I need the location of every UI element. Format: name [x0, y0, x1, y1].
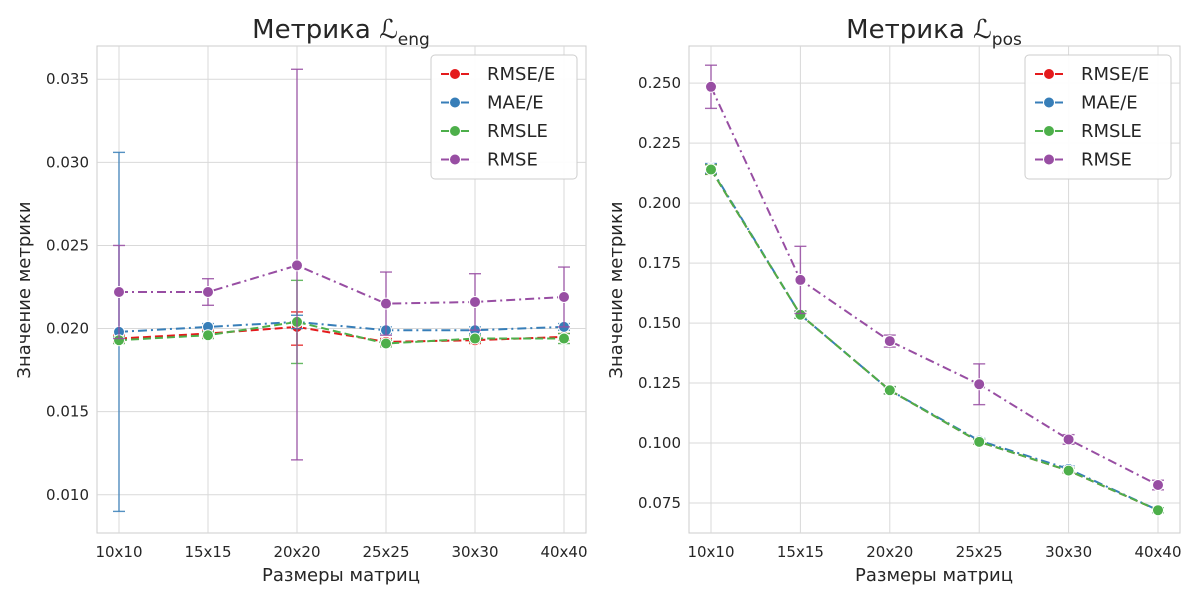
data-point: [202, 329, 214, 342]
legend-label: RMSE/E: [1081, 64, 1149, 85]
x-tick-label: 10x10: [95, 543, 142, 561]
y-axis-label: Значение метрики: [606, 201, 627, 378]
legend-marker: [449, 153, 461, 166]
x-tick-label: 25x25: [956, 543, 1003, 561]
series-rmse: [705, 64, 1164, 492]
legend-label: RMSLE: [1081, 121, 1142, 142]
data-point: [291, 259, 303, 272]
data-point: [380, 337, 392, 350]
y-tick-label: 0.030: [46, 153, 89, 171]
legend-marker: [449, 125, 461, 137]
data-point: [973, 435, 986, 448]
data-point: [1062, 433, 1075, 446]
data-point: [705, 80, 717, 93]
chart-title: Метрика ℒeng: [252, 15, 430, 50]
y-axis-label: Значение метрики: [14, 201, 35, 378]
data-point: [883, 335, 896, 348]
y-tick-label: 0.150: [638, 314, 681, 332]
legend-box: [1024, 54, 1172, 180]
chart-eng: Метрика ℒeng Размеры матриц Значение мет…: [14, 15, 588, 586]
legend-box: [430, 54, 578, 180]
legend-label: MAE/E: [487, 93, 544, 114]
data-point: [558, 332, 570, 345]
legend-marker: [449, 68, 461, 80]
series-line: [710, 86, 1159, 486]
x-tick-label: 30x30: [451, 543, 498, 561]
legend-marker: [1043, 68, 1055, 80]
legend-marker: [1043, 125, 1055, 137]
series-line: [118, 320, 565, 333]
series-rmsle: [705, 163, 1164, 517]
y-tick-label: 0.225: [638, 134, 681, 152]
legend-label: MAE/E: [1081, 93, 1138, 114]
x-tick-label: 40x40: [1134, 543, 1181, 561]
legend-marker: [449, 96, 461, 109]
legend-label: RMSLE: [487, 121, 548, 142]
y-tick-label: 0.200: [638, 194, 681, 212]
y-tick-label: 0.010: [46, 486, 89, 504]
x-axis-label: Размеры матриц: [855, 565, 1013, 586]
x-tick-label: 25x25: [362, 543, 409, 561]
data-point: [202, 285, 214, 298]
legend-label: RMSE: [1081, 150, 1132, 171]
x-tick-label: 15x15: [184, 543, 231, 561]
y-tick-label: 0.075: [638, 494, 681, 512]
x-tick-label: 20x20: [866, 543, 913, 561]
legend-label: RMSE/E: [487, 64, 555, 85]
data-point: [794, 273, 807, 286]
series-line: [710, 169, 1159, 512]
data-point: [469, 295, 481, 308]
series-line: [118, 325, 565, 343]
data-point: [883, 384, 896, 397]
y-tick-label: 0.015: [46, 403, 89, 421]
data-point: [1152, 504, 1164, 517]
series-line: [119, 264, 565, 305]
y-tick-label: 0.025: [46, 236, 89, 254]
x-tick-label: 15x15: [777, 543, 824, 561]
chart-title: Метрика ℒpos: [846, 15, 1022, 50]
y-tick-label: 0.020: [46, 320, 89, 338]
data-point: [973, 378, 986, 391]
data-point: [113, 285, 125, 298]
data-point: [1062, 464, 1075, 477]
legend: RMSE/E MAE/E RMSLE RMSE: [430, 54, 578, 180]
data-point: [558, 290, 570, 303]
x-tick-label: 40x40: [540, 543, 587, 561]
data-point: [469, 332, 481, 345]
y-tick-label: 0.250: [638, 74, 681, 92]
series-line: [710, 167, 1159, 512]
y-tick-label: 0.175: [638, 254, 681, 272]
legend-label: RMSE: [487, 150, 538, 171]
chart-pos: Метрика ℒpos Размеры матриц Значение мет…: [606, 15, 1182, 586]
data-point: [705, 163, 717, 176]
data-point: [380, 297, 392, 310]
series-rmse: [113, 68, 570, 461]
x-tick-label: 10x10: [687, 543, 734, 561]
x-tick-label: 30x30: [1045, 543, 1092, 561]
x-axis-label: Размеры матриц: [262, 565, 420, 586]
x-tick-label: 20x20: [273, 543, 320, 561]
y-tick-label: 0.100: [638, 434, 681, 452]
legend: RMSE/E MAE/E RMSLE RMSE: [1024, 54, 1172, 180]
series-line: [118, 320, 564, 345]
series-rmsle: [113, 279, 570, 365]
legend-marker: [1043, 153, 1055, 166]
y-tick-label: 0.035: [46, 70, 89, 88]
data-point: [1152, 479, 1164, 492]
y-tick-label: 0.125: [638, 374, 681, 392]
legend-marker: [1043, 96, 1055, 109]
